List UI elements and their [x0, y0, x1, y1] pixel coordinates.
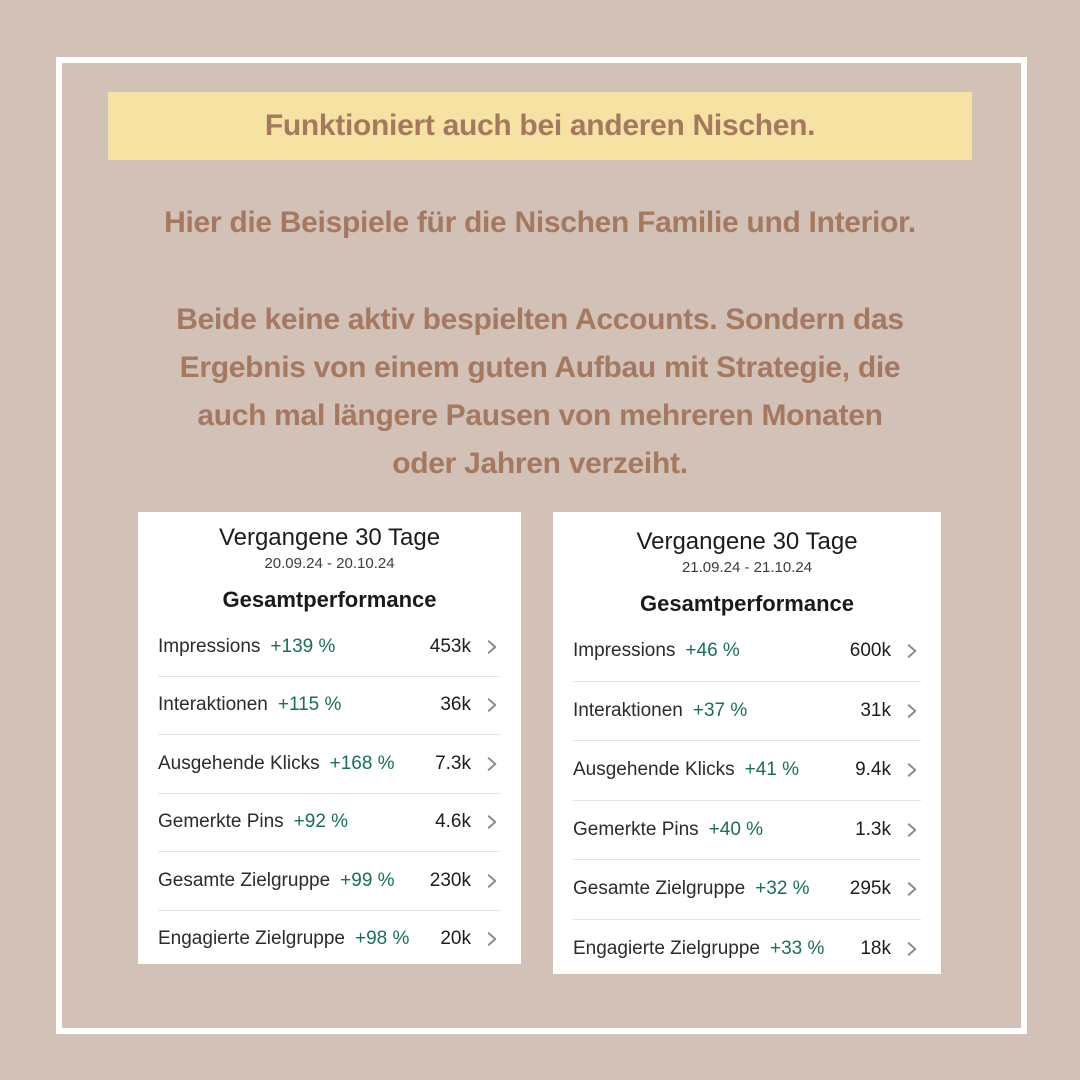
stat-change: +37 %: [692, 699, 748, 721]
stat-row[interactable]: Gemerkte Pins +40 % 1.3k: [573, 799, 921, 860]
stat-label: Interaktionen: [158, 694, 268, 716]
intro-subtitle: Hier die Beispiele für die Nischen Famil…: [164, 206, 916, 239]
stat-change: +168 %: [329, 752, 395, 774]
stat-value: 20k: [440, 928, 471, 950]
stat-row[interactable]: Engagierte Zielgruppe +98 % 20k: [158, 909, 501, 969]
stat-label: Ausgehende Klicks: [158, 752, 320, 774]
analytics-card: Vergangene 30 Tage 21.09.24 - 21.10.24 G…: [553, 512, 941, 974]
stat-change: +99 %: [340, 869, 395, 891]
stat-value: 4.6k: [435, 811, 471, 833]
stat-change: +40 %: [708, 818, 764, 840]
stat-label: Ausgehende Klicks: [573, 759, 735, 781]
stat-row[interactable]: Ausgehende Klicks +168 % 7.3k: [158, 734, 501, 793]
stat-change: +92 %: [293, 811, 349, 833]
stat-rows: Impressions +139 % 453k Interaktionen +1…: [138, 618, 521, 968]
chevron-right-icon: [903, 642, 921, 660]
stat-label: Gesamte Zielgruppe: [158, 869, 331, 891]
chevron-right-icon: [903, 702, 921, 720]
stat-label: Gemerkte Pins: [573, 818, 699, 840]
stat-label: Engagierte Zielgruppe: [158, 928, 345, 950]
stat-value: 18k: [860, 937, 891, 959]
stat-value: 295k: [849, 878, 891, 900]
stat-value: 7.3k: [435, 752, 471, 774]
chevron-right-icon: [483, 872, 501, 890]
chevron-right-icon: [903, 821, 921, 839]
chevron-right-icon: [483, 696, 501, 714]
card-title: Vergangene 30 Tage: [218, 524, 441, 551]
stat-change: +33 %: [769, 937, 825, 959]
stat-row[interactable]: Gesamte Zielgruppe +32 % 295k: [573, 859, 921, 919]
stat-value: 600k: [849, 640, 891, 662]
stat-label: Gesamte Zielgruppe: [573, 878, 746, 900]
chevron-right-icon: [483, 638, 501, 656]
stat-row[interactable]: Gesamte Zielgruppe +99 % 230k: [158, 851, 501, 910]
stat-change: +139 %: [270, 635, 336, 657]
stat-row[interactable]: Impressions +139 % 453k: [158, 618, 501, 676]
card-section-title: Gesamtperformance: [222, 587, 437, 612]
stat-row[interactable]: Impressions +46 % 600k: [573, 622, 921, 681]
stat-value: 453k: [429, 635, 471, 657]
card-section-title: Gesamtperformance: [640, 591, 854, 616]
chevron-right-icon: [903, 940, 921, 958]
headline-title: Funktioniert auch bei anderen Nischen.: [264, 109, 816, 142]
analytics-card: Vergangene 30 Tage 20.09.24 - 20.10.24 G…: [138, 512, 521, 964]
stat-value: 36k: [440, 694, 471, 716]
headline-banner: Funktioniert auch bei anderen Nischen.: [108, 92, 972, 160]
card-title: Vergangene 30 Tage: [636, 528, 858, 555]
stat-row[interactable]: Engagierte Zielgruppe +33 % 18k: [573, 918, 921, 979]
chevron-right-icon: [483, 930, 501, 948]
stat-change: +41 %: [744, 759, 800, 781]
stat-label: Engagierte Zielgruppe: [573, 937, 760, 959]
stat-label: Impressions: [573, 640, 676, 662]
stat-label: Gemerkte Pins: [158, 811, 284, 833]
chevron-right-icon: [903, 880, 921, 898]
stat-value: 230k: [429, 869, 471, 891]
chevron-right-icon: [483, 813, 501, 831]
card-date-range: 21.09.24 - 21.10.24: [681, 559, 813, 576]
stat-change: +115 %: [277, 694, 342, 716]
stat-rows: Impressions +46 % 600k Interaktionen +37…: [553, 622, 941, 978]
stat-change: +46 %: [685, 640, 740, 662]
stat-row[interactable]: Gemerkte Pins +92 % 4.6k: [158, 792, 501, 852]
stat-label: Impressions: [158, 635, 261, 657]
stat-change: +32 %: [755, 878, 810, 900]
white-frame-border: [56, 57, 1027, 1034]
stat-row[interactable]: Ausgehende Klicks +41 % 9.4k: [573, 740, 921, 800]
stat-row[interactable]: Interaktionen +37 % 31k: [573, 680, 921, 741]
stat-label: Interaktionen: [573, 699, 683, 721]
card-date-range: 20.09.24 - 20.10.24: [264, 555, 395, 572]
intro-paragraph: Beide keine aktiv bespielten Accounts. S…: [176, 303, 904, 480]
stat-value: 9.4k: [855, 759, 891, 781]
stat-value: 31k: [860, 699, 891, 721]
stat-value: 1.3k: [855, 818, 891, 840]
stat-row[interactable]: Interaktionen +115 % 36k: [158, 675, 501, 735]
chevron-right-icon: [903, 761, 921, 779]
chevron-right-icon: [483, 755, 501, 773]
stat-change: +98 %: [354, 928, 410, 950]
